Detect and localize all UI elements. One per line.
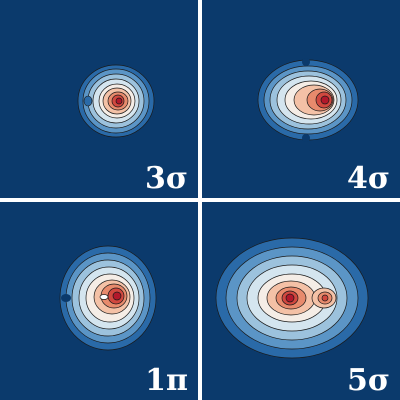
orbital-plot-1pi xyxy=(59,245,157,351)
nodal-dip-3sigma xyxy=(83,95,93,107)
lobe-5sigma-3 xyxy=(321,294,329,302)
nucleus-marker-1pi xyxy=(99,294,109,300)
orbital-label-4sigma: 4σ xyxy=(347,161,390,196)
orbital-label-5sigma: 5σ xyxy=(347,363,390,398)
nodal-notch-1pi xyxy=(61,294,71,302)
orbital-panel-4sigma: 4σ xyxy=(202,0,400,198)
nodal-pinch-top-4sigma xyxy=(302,58,310,66)
orbital-panel-1pi: 1π xyxy=(0,202,198,400)
contour-4sigma-9 xyxy=(320,95,330,105)
orbital-plot-5sigma xyxy=(215,237,369,359)
contour-3sigma-9 xyxy=(115,97,123,105)
nodal-pinch-bottom-4sigma xyxy=(302,134,310,142)
orbital-plot-3sigma xyxy=(77,64,155,138)
orbital-panel-5sigma: 5σ xyxy=(202,202,400,400)
orbital-label-3sigma: 3σ xyxy=(145,161,188,196)
contour-5sigma-9 xyxy=(285,293,295,303)
orbital-plot-4sigma xyxy=(257,58,359,142)
orbital-label-1pi: 1π xyxy=(145,363,188,398)
contour-1pi-9 xyxy=(112,291,122,301)
orbital-panel-3sigma: 3σ xyxy=(0,0,198,198)
